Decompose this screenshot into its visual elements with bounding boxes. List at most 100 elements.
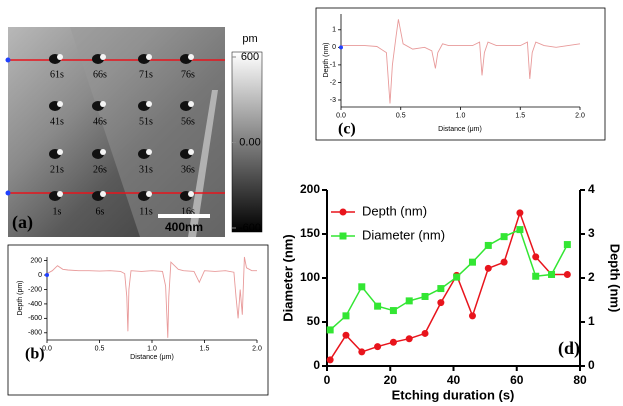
marker: [374, 302, 382, 310]
pit-rim: [188, 149, 194, 155]
y2-tick-label: 0: [588, 358, 595, 372]
x-tick-label: 2.0: [252, 345, 262, 352]
marker: [437, 285, 445, 293]
y2-axis-title: Depth (nm): [608, 244, 623, 313]
pit-rim: [146, 54, 152, 60]
marker: [342, 312, 350, 320]
x-tick-label: 0.5: [95, 345, 105, 352]
pit-rim: [146, 149, 152, 155]
marker: [468, 312, 476, 320]
pit-rim: [100, 54, 106, 60]
marker: [405, 297, 413, 305]
spot-label: 41s: [50, 116, 64, 127]
marker: [358, 348, 366, 356]
y2-tick-label: 4: [588, 182, 595, 196]
spot-label: 46s: [93, 116, 107, 127]
panel-label: (b): [25, 346, 45, 363]
panel-label: (c): [338, 121, 356, 138]
legend-marker: [339, 232, 347, 240]
y-tick-label: 150: [300, 226, 320, 240]
x-tick-label: 2.0: [575, 112, 585, 119]
pit-rim: [188, 101, 194, 107]
marker: [484, 241, 492, 249]
x-axis-title: Etching duration (s): [392, 387, 515, 402]
legend-label: Diameter (nm): [362, 227, 445, 242]
marker: [453, 273, 461, 281]
spot-label: 36s: [181, 164, 195, 175]
spot-label: 71s: [139, 69, 153, 80]
marker: [468, 258, 476, 266]
marker: [548, 270, 556, 278]
y-tick-label: -600: [28, 315, 42, 322]
y-axis-title: Depth (pm): [17, 280, 24, 315]
y-tick-label: 0: [38, 272, 42, 279]
colorbar-tick-label: 0.00: [239, 136, 260, 148]
legend-marker: [339, 208, 347, 216]
colorbar-tick-label: -600: [239, 222, 261, 234]
marker: [500, 258, 508, 266]
spot-label: 1s: [53, 206, 62, 217]
y-axis-title: Diameter (nm): [280, 234, 295, 321]
spot-label: 56s: [181, 116, 195, 127]
spot-label: 6s: [96, 206, 105, 217]
marker: [389, 338, 397, 346]
spot-label: 21s: [50, 164, 64, 175]
scale-bar: [158, 214, 210, 218]
marker: [342, 331, 350, 339]
spot-label: 31s: [139, 164, 153, 175]
panel-frame: [315, 7, 606, 141]
y-tick-label: 0: [313, 358, 320, 372]
afm-edge: [188, 90, 218, 237]
pit-rim: [100, 149, 106, 155]
colorbar-unit: pm: [242, 33, 257, 45]
marker: [389, 307, 397, 315]
y2-tick-label: 2: [588, 270, 595, 284]
x-tick-label: 60: [510, 373, 524, 387]
marker: [563, 241, 571, 249]
marker: [516, 226, 524, 234]
y-tick-label: 50: [307, 314, 321, 328]
y-tick-label: -800: [28, 330, 42, 337]
panel-label: (d): [558, 338, 580, 359]
x-tick-label: 1.0: [456, 112, 466, 119]
marker: [532, 272, 540, 280]
spot-label: 61s: [50, 69, 64, 80]
pit-rim: [100, 101, 106, 107]
pit-rim: [100, 191, 106, 197]
pit-rim: [57, 191, 63, 197]
y-tick-label: 0: [332, 44, 336, 51]
legend-label: Depth (nm): [362, 203, 427, 218]
y2-tick-label: 3: [588, 226, 595, 240]
origin-dot: [339, 45, 343, 50]
marker: [516, 209, 524, 217]
spot-label: 66s: [93, 69, 107, 80]
pit-rim: [146, 101, 152, 107]
spot-label: 51s: [139, 116, 153, 127]
marker: [484, 264, 492, 272]
panel-label: (a): [12, 212, 33, 233]
x-tick-label: 1.5: [200, 345, 210, 352]
y-tick-label: -400: [28, 301, 42, 308]
marker: [374, 343, 382, 351]
pit-rim: [188, 54, 194, 60]
x-tick-label: 0.0: [42, 345, 52, 352]
y-tick-label: 100: [300, 270, 320, 284]
x-tick-label: 1.5: [515, 112, 525, 119]
spot-label: 26s: [93, 164, 107, 175]
marker: [532, 253, 540, 261]
series-line: [329, 210, 568, 361]
pit-rim: [146, 191, 152, 197]
marker: [421, 292, 429, 300]
marker: [563, 270, 571, 278]
colorbar-tick-label: 600: [241, 51, 259, 63]
marker: [421, 329, 429, 337]
y-axis-title: Depth (nm): [323, 42, 330, 77]
x-tick-label: 0.5: [396, 112, 406, 119]
y-tick-label: -2: [330, 79, 336, 86]
spot-label: 11s: [139, 206, 153, 217]
marker: [358, 283, 366, 291]
marker: [437, 299, 445, 307]
y-tick-label: 200: [300, 182, 320, 196]
x-tick-label: 40: [447, 373, 461, 387]
profile-start: [5, 190, 11, 196]
